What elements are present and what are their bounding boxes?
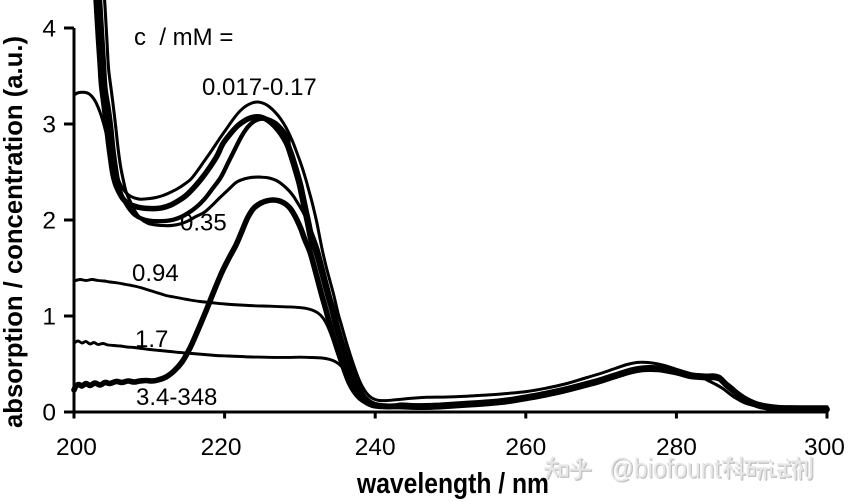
svg-text:280: 280 <box>656 434 697 461</box>
svg-text:absorption / concentration (a: absorption / concentration (a.u.) <box>0 36 28 428</box>
svg-text:0: 0 <box>42 400 56 427</box>
svg-text:wavelength / nm: wavelength / nm <box>356 468 549 500</box>
svg-text:c / mM =: c / mM = <box>134 24 233 51</box>
svg-text:240: 240 <box>355 434 396 461</box>
svg-text:@biofount: @biofount <box>610 454 722 485</box>
svg-text:3: 3 <box>42 112 56 139</box>
svg-text:1: 1 <box>42 304 56 331</box>
svg-text:0.017-0.17: 0.017-0.17 <box>202 74 317 101</box>
svg-text:200: 200 <box>56 434 97 461</box>
svg-text:4: 4 <box>42 16 56 43</box>
svg-text:3.4-348: 3.4-348 <box>136 384 217 411</box>
svg-text:0.94: 0.94 <box>132 260 179 287</box>
svg-text:220: 220 <box>201 434 242 461</box>
svg-text:260: 260 <box>505 434 546 461</box>
svg-text:@biofount: @biofount <box>609 453 721 484</box>
svg-text:2: 2 <box>42 208 56 235</box>
